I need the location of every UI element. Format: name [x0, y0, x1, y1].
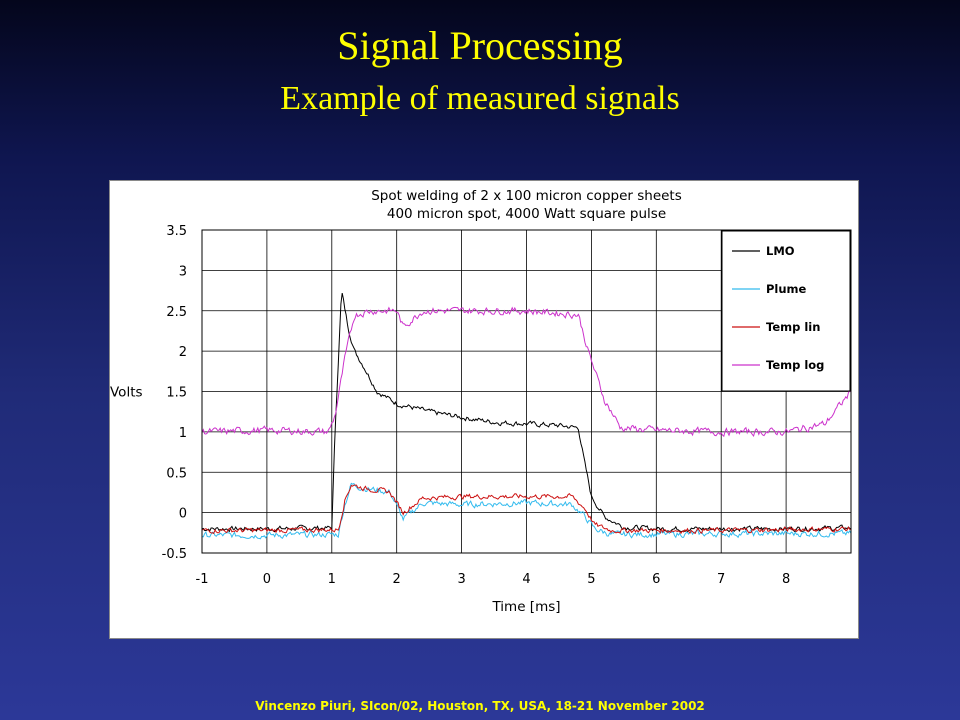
- chart-title-line: 400 micron spot, 4000 Watt square pulse: [387, 206, 666, 222]
- y-tick-label: 1: [179, 426, 187, 441]
- line-chart: -0.5 0 0.5 1 1.5 2 2.5 3 3.5 -1 0 1 2 3 4 5 6 7 8 Spot weld…: [110, 188, 852, 615]
- x-tick-label: 2: [393, 572, 401, 587]
- legend-entry-label: Temp log: [766, 358, 824, 372]
- x-tick-label: -1: [196, 572, 209, 587]
- x-tick-label: 8: [782, 572, 790, 587]
- series-line-plume: [201, 482, 852, 540]
- chart-title-line: Spot welding of 2 x 100 micron copper sh…: [371, 188, 682, 204]
- x-tick-label: 4: [522, 572, 530, 587]
- slide-subtitle: Example of measured signals: [280, 80, 680, 117]
- y-tick-label: 3: [179, 264, 187, 279]
- chart-panel: -0.5 0 0.5 1 1.5 2 2.5 3 3.5 -1 0 1 2 3 4 5 6 7 8 Spot weld…: [109, 180, 859, 639]
- x-tick-label: 7: [717, 572, 725, 587]
- legend-box: [721, 230, 851, 392]
- y-tick-label: 2: [179, 345, 187, 360]
- x-tick-label: 5: [587, 572, 595, 587]
- legend-entry-label: Plume: [766, 282, 807, 296]
- y-tick-label: 3.5: [166, 224, 187, 239]
- legend-entry-label: Temp lin: [766, 320, 820, 334]
- x-tick-label: 6: [652, 572, 660, 587]
- x-axis-label: Time [ms]: [491, 599, 560, 615]
- x-tick-label: 1: [328, 572, 336, 587]
- y-tick-label: 1.5: [166, 386, 187, 401]
- x-tick-label: 3: [457, 572, 465, 587]
- legend-entry-label: LMO: [766, 244, 795, 258]
- plot-frame: [201, 229, 852, 554]
- slide-title: Signal Processing: [337, 23, 623, 68]
- series-line-temp-lin: [201, 484, 852, 535]
- y-tick-label: 2.5: [166, 305, 187, 320]
- footer-credit: Vincenzo Piuri, SIcon/02, Houston, TX, U…: [255, 699, 705, 713]
- series-line-temp-log: [201, 306, 852, 438]
- y-tick-label: 0.5: [166, 466, 187, 481]
- y-axis-label: Volts: [110, 385, 143, 401]
- x-tick-label: 0: [263, 572, 271, 587]
- y-tick-label: 0: [179, 507, 187, 522]
- y-tick-label: -0.5: [162, 547, 187, 562]
